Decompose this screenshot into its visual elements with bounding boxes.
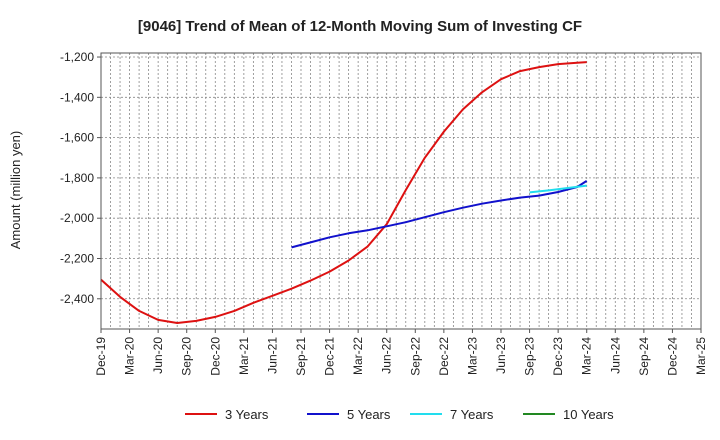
x-tick-label: Mar-25: [694, 337, 708, 375]
x-tick-label: Jun-23: [494, 337, 508, 374]
x-tick-label: Sep-21: [294, 337, 308, 376]
x-tick-label: Sep-24: [637, 337, 651, 376]
x-tick-label: Dec-19: [94, 337, 108, 376]
y-tick-label: -2,200: [60, 251, 94, 265]
legend-label-4: 10 Years: [563, 407, 614, 422]
x-tick-label: Mar-22: [351, 337, 365, 375]
y-axis-ticks: -1,200 -1,400 -1,600 -1,800 -2,000 -2,200 -2,4…: [60, 50, 101, 306]
series-line-2: [291, 180, 588, 249]
legend-label-2: 5 Years: [347, 407, 391, 422]
x-tick-label: Dec-23: [551, 337, 565, 376]
x-tick-label: Dec-22: [437, 337, 451, 376]
x-tick-label: Mar-20: [123, 337, 137, 375]
x-tick-label: Sep-22: [408, 337, 422, 376]
x-tick-label: Dec-20: [208, 337, 222, 376]
plot-frame: [100, 52, 702, 330]
y-axis-label: Amount (million yen): [8, 131, 23, 250]
x-tick-label: Jun-22: [380, 337, 394, 374]
series-lines: [100, 61, 588, 324]
x-tick-label: Dec-24: [665, 337, 679, 376]
chart-title: [9046] Trend of Mean of 12-Month Moving …: [138, 18, 582, 35]
x-tick-label: Mar-23: [465, 337, 479, 375]
series-line-1: [100, 61, 587, 324]
grid: [101, 53, 701, 329]
y-tick-label: -2,000: [60, 211, 94, 225]
legend-label-3: 7 Years: [450, 407, 494, 422]
x-tick-label: Mar-21: [237, 337, 251, 375]
x-tick-label: Jun-21: [265, 337, 279, 374]
y-tick-label: -1,200: [60, 50, 94, 64]
series-line-3: [529, 184, 587, 194]
y-tick-label: -2,400: [60, 292, 94, 306]
legend-label-1: 3 Years: [225, 407, 269, 422]
x-tick-label: Dec-21: [323, 337, 337, 376]
y-tick-label: -1,800: [60, 171, 94, 185]
x-axis-ticks: Dec-19 Mar-20 Jun-20 Sep-20 Dec-20 Mar-21 Jun-…: [94, 329, 708, 376]
y-tick-label: -1,400: [60, 90, 94, 104]
x-tick-label: Mar-24: [580, 337, 594, 375]
legend: 3 Years 5 Years 7 Years 10 Years: [185, 407, 614, 422]
x-tick-label: Sep-23: [523, 337, 537, 376]
x-tick-label: Jun-20: [151, 337, 165, 374]
y-tick-label: -1,600: [60, 131, 94, 145]
x-tick-label: Sep-20: [180, 337, 194, 376]
x-tick-label: Jun-24: [608, 337, 622, 374]
